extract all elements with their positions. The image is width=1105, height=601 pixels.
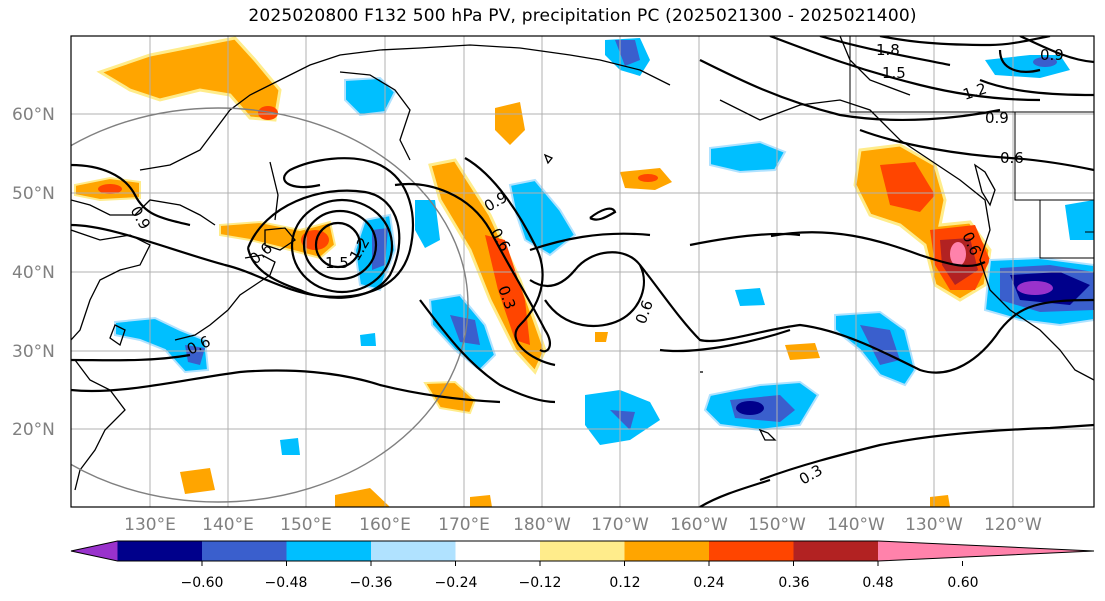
colorbar-outline [70, 540, 1095, 562]
colorbar-segment [202, 541, 287, 561]
colorbar-segment [371, 541, 456, 561]
colorbar-label: −0.12 [519, 575, 562, 591]
colorbar-label: 0.12 [609, 575, 640, 591]
lat-label-40: 40°N [12, 263, 55, 283]
colorbar-label: −0.36 [350, 575, 393, 591]
lat-label-20: 20°N [12, 420, 55, 440]
contour-label: 1.5 [325, 254, 349, 272]
colorbar-label: 0.60 [947, 575, 978, 591]
lat-label-30: 30°N [12, 342, 55, 362]
colorbar-label: 0.48 [862, 575, 893, 591]
lon-label: 140°E [202, 515, 254, 535]
lon-label: 130°E [124, 515, 176, 535]
contour-label: 1.5 [882, 64, 906, 82]
lon-label: 140°W [827, 515, 885, 535]
contour-label: 0.9 [1040, 46, 1064, 64]
colorbar-label: −0.24 [435, 575, 478, 591]
colorbar-segment [793, 541, 879, 561]
lon-label: 160°W [670, 515, 728, 535]
lon-label: 160°E [359, 515, 411, 535]
colorbar-segment [286, 541, 372, 561]
colorbar [70, 540, 1095, 566]
longitude-labels: 130°E 140°E 150°E 160°E 170°E 180°W 170°… [124, 515, 1042, 535]
colorbar-segment [117, 541, 203, 561]
latitude-labels: 60°N 50°N 40°N 30°N 20°N [12, 105, 55, 440]
contour-label: 1.8 [876, 41, 900, 59]
colorbar-extend-high [878, 541, 1094, 561]
contour-label: 0.6 [1000, 149, 1024, 167]
colorbar-segment [709, 541, 794, 561]
colorbar-segment [540, 541, 625, 561]
coastlines [71, 36, 1094, 491]
lon-label: 120°W [984, 515, 1042, 535]
colorbar-label: −0.48 [265, 575, 308, 591]
colorbar-extend-low [71, 541, 118, 561]
map-title: 2025020800 F132 500 hPa PV, precipitatio… [248, 6, 917, 26]
colorbar-segment [455, 541, 541, 561]
contour-label: 0.9 [985, 109, 1009, 127]
colorbar-label: 0.36 [778, 575, 809, 591]
colorbar-label: −0.60 [181, 575, 224, 591]
lon-label: 150°E [280, 515, 332, 535]
colorbar-label: 0.24 [693, 575, 724, 591]
boundaries [849, 36, 1094, 259]
lon-label: 130°W [905, 515, 963, 535]
precip-shading [74, 36, 1094, 507]
lat-label-60: 60°N [12, 105, 55, 125]
reference-circle [71, 107, 469, 503]
lon-label: 150°W [748, 515, 806, 535]
lon-label: 170°E [438, 515, 490, 535]
colorbar-labels: −0.60 −0.48 −0.36 −0.24 −0.12 0.12 0.24 … [181, 575, 979, 591]
lon-label: 170°W [591, 515, 649, 535]
lat-label-50: 50°N [12, 184, 55, 204]
pv-contours [71, 36, 1094, 507]
lon-label: 180°W [513, 515, 571, 535]
plot-frame [70, 35, 1095, 508]
colorbar-segment [624, 541, 710, 561]
